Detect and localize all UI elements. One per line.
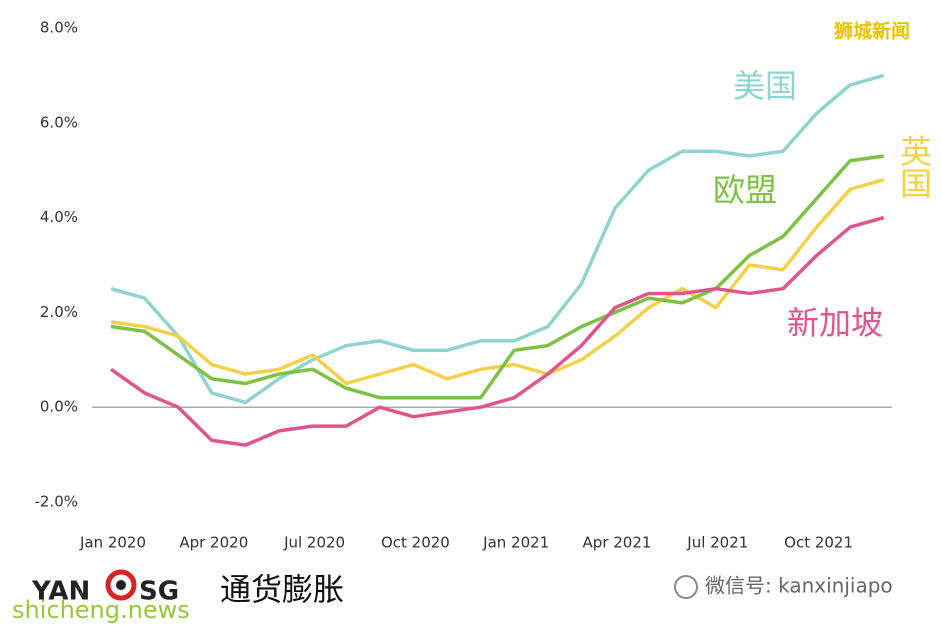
series-label: 美国 — [733, 67, 797, 105]
x-tick-label: Apr 2020 — [179, 534, 248, 552]
wechat-id: 微信号: kanxinjiapo — [705, 574, 893, 598]
y-tick-label: 8.0% — [40, 19, 78, 37]
y-tick-label: 4.0% — [40, 208, 78, 226]
logo-icon — [116, 580, 126, 590]
series-line — [110, 73, 885, 405]
y-tick-label: -2.0% — [34, 493, 78, 511]
y-tick-label: 0.0% — [40, 398, 78, 416]
logo-left: YAN — [31, 577, 90, 607]
site: shicheng.news — [12, 596, 190, 624]
series-line — [110, 177, 885, 386]
y-tick-label: 6.0% — [40, 113, 78, 131]
wechat-icon — [674, 575, 698, 599]
series-line — [109, 215, 885, 447]
x-tick-label: Oct 2020 — [381, 534, 450, 552]
x-tick-label: Apr 2021 — [583, 534, 652, 552]
series-label: 英国 — [895, 135, 933, 199]
x-tick-label: Jan 2020 — [79, 534, 146, 552]
y-tick-label: 2.0% — [40, 303, 78, 321]
watermark: 狮城新闻 — [834, 20, 910, 43]
x-tick-label: Jan 2021 — [482, 534, 549, 552]
series-label: 新加坡 — [787, 304, 883, 342]
series-label: 欧盟 — [713, 171, 777, 209]
x-tick-label: Jul 2020 — [283, 534, 345, 552]
x-tick-label: Oct 2021 — [784, 534, 853, 552]
series-line — [110, 154, 885, 400]
caption: 通货膨胀 — [220, 573, 344, 609]
x-tick-label: Jul 2021 — [686, 534, 748, 552]
logo-right: SG — [139, 577, 179, 607]
